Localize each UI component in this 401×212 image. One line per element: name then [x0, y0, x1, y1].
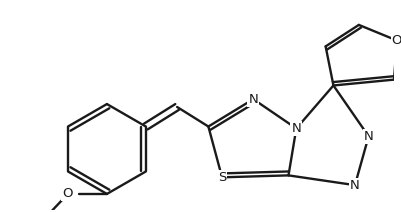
Text: N: N	[349, 179, 359, 192]
Text: N: N	[363, 130, 373, 143]
Text: S: S	[217, 171, 226, 184]
Text: N: N	[291, 122, 300, 135]
Text: O: O	[62, 187, 73, 200]
Text: N: N	[248, 93, 257, 106]
Text: O: O	[62, 187, 73, 200]
Text: O: O	[391, 34, 401, 47]
